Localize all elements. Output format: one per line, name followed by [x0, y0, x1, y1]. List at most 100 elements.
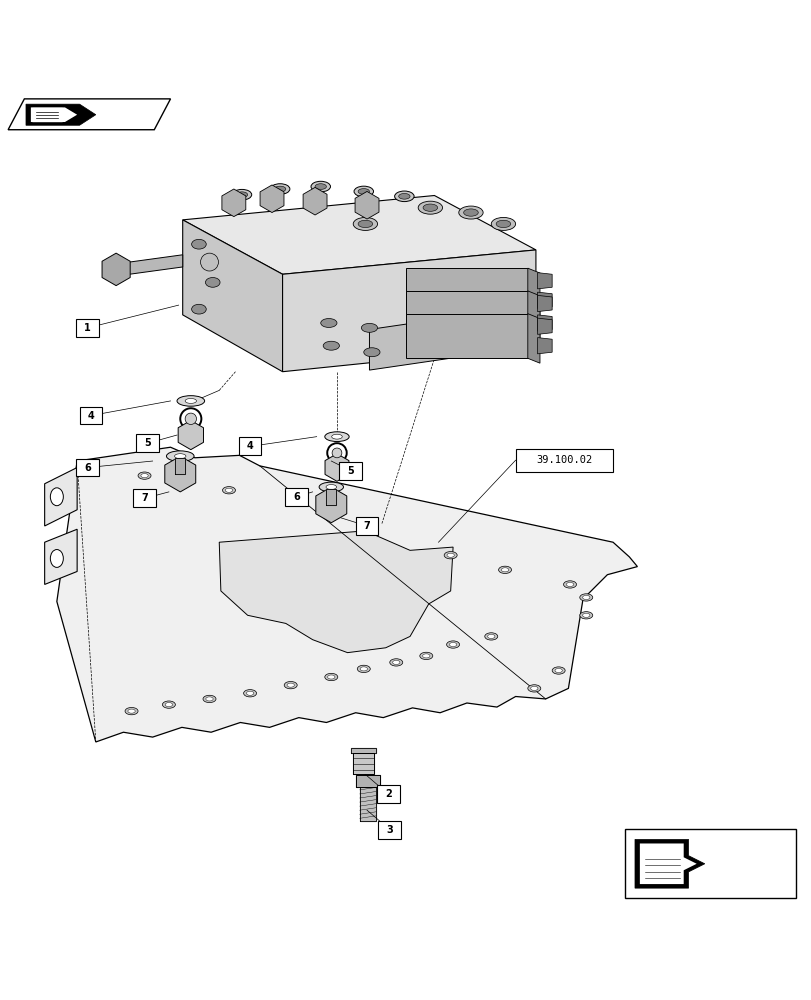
Ellipse shape — [178, 465, 191, 473]
Ellipse shape — [394, 191, 414, 202]
Ellipse shape — [311, 181, 330, 192]
Circle shape — [200, 253, 218, 271]
Polygon shape — [406, 268, 527, 313]
Ellipse shape — [581, 595, 589, 599]
Ellipse shape — [324, 432, 349, 442]
Polygon shape — [537, 273, 551, 289]
Polygon shape — [31, 107, 77, 122]
Bar — [79, 407, 102, 424]
Bar — [238, 437, 261, 455]
Ellipse shape — [243, 690, 256, 697]
Ellipse shape — [325, 485, 336, 489]
Ellipse shape — [174, 454, 186, 459]
Ellipse shape — [222, 487, 235, 494]
Ellipse shape — [527, 685, 540, 692]
Polygon shape — [123, 255, 182, 275]
Polygon shape — [359, 787, 375, 821]
Ellipse shape — [140, 474, 148, 478]
Ellipse shape — [498, 566, 511, 573]
Text: 7: 7 — [363, 521, 370, 531]
Ellipse shape — [165, 703, 172, 707]
Ellipse shape — [358, 189, 369, 194]
Ellipse shape — [423, 204, 437, 211]
Ellipse shape — [270, 184, 290, 194]
Polygon shape — [527, 268, 539, 318]
Ellipse shape — [323, 341, 339, 350]
Ellipse shape — [203, 695, 216, 703]
Polygon shape — [350, 748, 375, 753]
Polygon shape — [537, 295, 551, 312]
Bar — [376, 785, 399, 803]
Ellipse shape — [319, 482, 343, 492]
Ellipse shape — [332, 448, 341, 458]
Ellipse shape — [500, 568, 508, 572]
Polygon shape — [57, 447, 637, 742]
Ellipse shape — [358, 220, 372, 228]
Polygon shape — [353, 753, 373, 774]
Bar — [76, 459, 99, 476]
Bar — [133, 489, 156, 507]
Ellipse shape — [392, 660, 399, 664]
Ellipse shape — [327, 675, 334, 679]
Ellipse shape — [484, 633, 497, 640]
Polygon shape — [282, 250, 535, 372]
Polygon shape — [527, 314, 539, 363]
Ellipse shape — [191, 304, 206, 314]
Polygon shape — [527, 291, 539, 340]
Bar — [285, 488, 307, 506]
Ellipse shape — [449, 643, 456, 647]
Ellipse shape — [398, 193, 410, 199]
Ellipse shape — [287, 683, 294, 687]
Ellipse shape — [353, 217, 377, 230]
Ellipse shape — [463, 209, 478, 216]
Ellipse shape — [236, 192, 247, 198]
Polygon shape — [182, 196, 535, 274]
Ellipse shape — [361, 323, 377, 332]
Ellipse shape — [418, 201, 442, 214]
Ellipse shape — [422, 654, 430, 658]
Ellipse shape — [50, 488, 63, 506]
Text: 6: 6 — [293, 492, 299, 502]
Polygon shape — [219, 531, 453, 653]
Text: 6: 6 — [84, 463, 91, 473]
Ellipse shape — [446, 641, 459, 648]
Bar — [355, 517, 378, 535]
Ellipse shape — [354, 186, 373, 197]
Ellipse shape — [579, 612, 592, 619]
Text: 1: 1 — [84, 323, 91, 333]
Ellipse shape — [487, 634, 494, 638]
Ellipse shape — [419, 652, 432, 660]
Ellipse shape — [225, 488, 232, 492]
Text: 4: 4 — [88, 411, 94, 421]
Ellipse shape — [185, 413, 196, 424]
Polygon shape — [369, 305, 535, 370]
Ellipse shape — [177, 396, 204, 406]
Text: 3: 3 — [386, 825, 393, 835]
Ellipse shape — [324, 673, 337, 681]
Polygon shape — [32, 108, 62, 121]
Bar — [378, 821, 401, 839]
Ellipse shape — [565, 582, 573, 586]
Ellipse shape — [581, 613, 589, 617]
Ellipse shape — [191, 239, 206, 249]
Polygon shape — [406, 314, 527, 358]
Polygon shape — [8, 99, 170, 130]
Text: 7: 7 — [141, 493, 148, 503]
Text: 2: 2 — [384, 789, 391, 799]
Polygon shape — [45, 468, 77, 526]
Ellipse shape — [389, 659, 402, 666]
Polygon shape — [355, 775, 380, 787]
Polygon shape — [26, 104, 96, 125]
Ellipse shape — [363, 348, 380, 357]
Ellipse shape — [125, 707, 138, 715]
Ellipse shape — [50, 550, 63, 567]
Polygon shape — [537, 315, 551, 331]
Text: 5: 5 — [144, 438, 151, 448]
Polygon shape — [175, 458, 185, 474]
Polygon shape — [537, 338, 551, 354]
Ellipse shape — [458, 206, 483, 219]
Ellipse shape — [579, 594, 592, 601]
Ellipse shape — [274, 186, 285, 192]
Ellipse shape — [185, 398, 196, 403]
Bar — [624, 829, 795, 898]
